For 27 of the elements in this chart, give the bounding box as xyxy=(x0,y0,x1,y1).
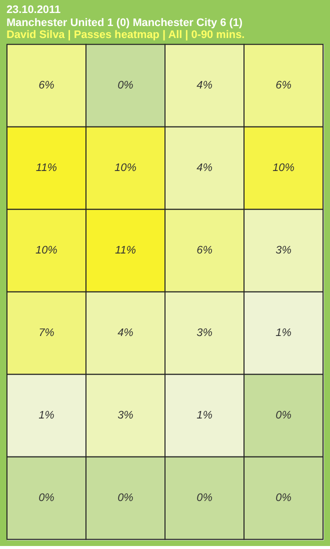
data-label: 10% xyxy=(272,162,295,174)
data-label: 3% xyxy=(196,327,213,340)
data-label: 0% xyxy=(276,492,292,504)
data-label: 10% xyxy=(36,244,58,257)
chart-subtitle: Manchester United 1 (0) Manchester City 6 (1) xyxy=(6,16,243,29)
data-label: 0% xyxy=(196,492,213,504)
data-label: 1% xyxy=(276,327,292,340)
data-label: 10% xyxy=(114,162,137,174)
data-label: 11% xyxy=(114,244,136,257)
chart-title: 23.10.2011 xyxy=(6,4,61,16)
data-label: 0% xyxy=(38,492,55,504)
data-label: 6% xyxy=(196,244,213,257)
data-label: 6% xyxy=(38,80,55,92)
data-label: 3% xyxy=(276,244,292,257)
data-label: 4% xyxy=(118,327,134,340)
data-label: 11% xyxy=(36,162,58,174)
data-label: 0% xyxy=(118,492,134,504)
data-label: 3% xyxy=(118,410,134,422)
text: David Silva | Passes heatmap | All | 0-90 mins. xyxy=(6,28,245,41)
data-label: 4% xyxy=(196,162,213,174)
data-label: 6% xyxy=(276,80,292,92)
data-label: 0% xyxy=(276,410,292,422)
data-label: 7% xyxy=(38,327,55,340)
data-label: 0% xyxy=(118,80,134,92)
data-label: 1% xyxy=(38,410,55,422)
data-label: 1% xyxy=(196,410,213,422)
data-label: 4% xyxy=(196,80,213,92)
